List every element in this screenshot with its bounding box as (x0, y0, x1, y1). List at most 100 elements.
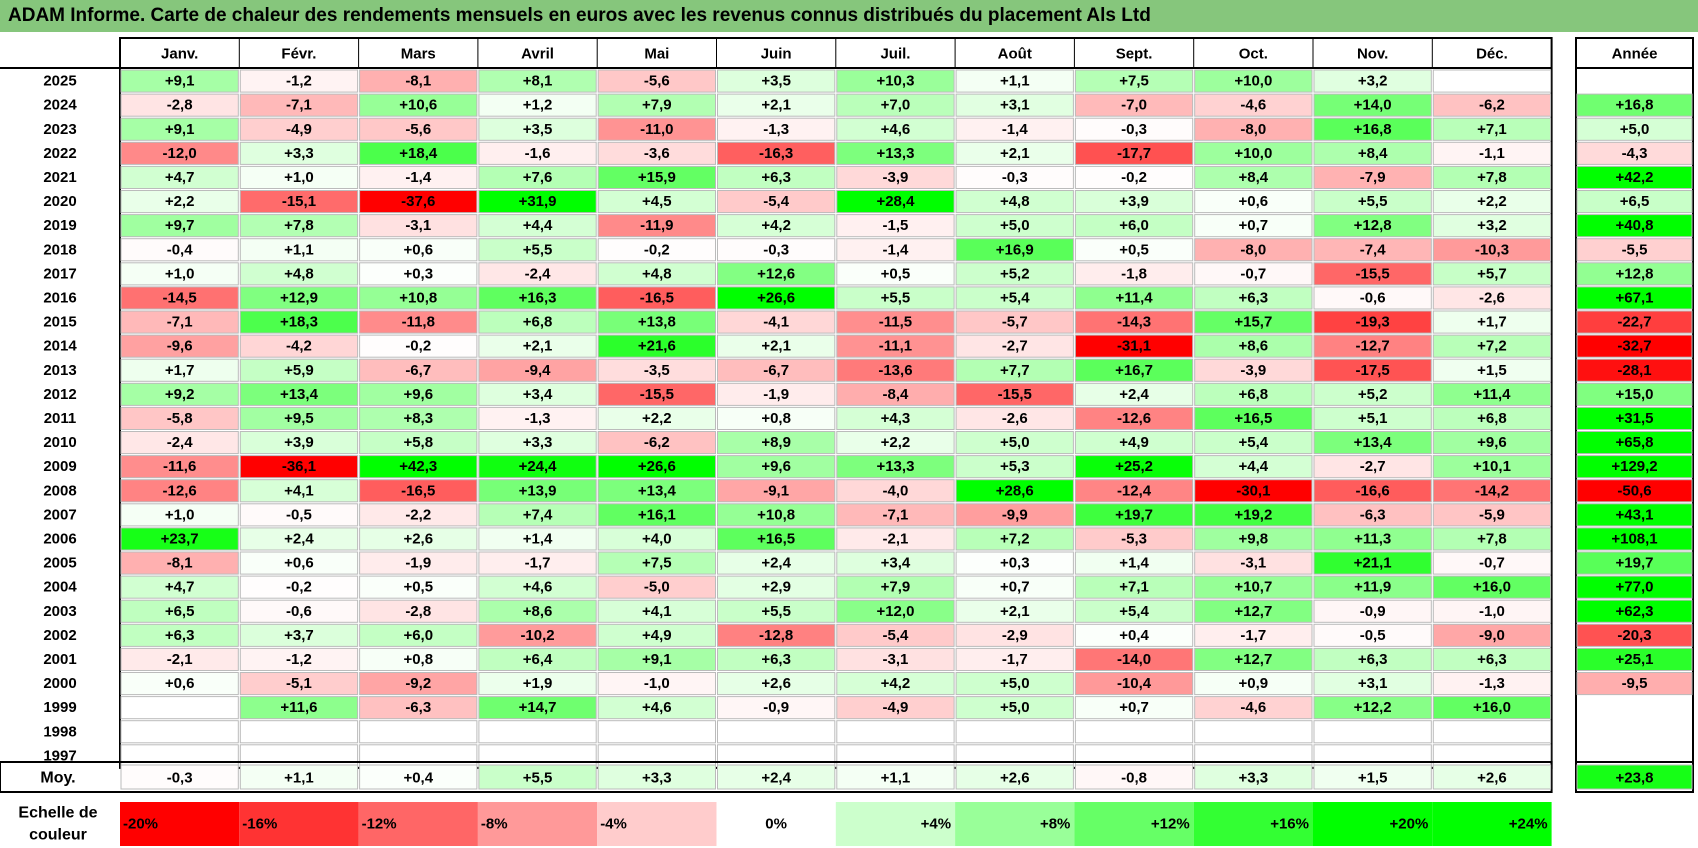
cell-value: +13,3 (876, 458, 914, 475)
cell-value: +4,6 (881, 121, 911, 138)
cell-value: -19,3 (1356, 314, 1390, 331)
color-scale-stop-label: -20% (123, 816, 158, 833)
cell-value: -7,1 (286, 97, 312, 114)
heatmap-cell (359, 551, 478, 575)
cell-value: -9,2 (405, 675, 431, 692)
cell-value: +6,4 (523, 651, 553, 668)
heatmap-cell (717, 165, 836, 189)
heatmap-cell (120, 93, 239, 117)
cell-value: +6,0 (403, 627, 433, 644)
annual-value: -50,6 (1617, 482, 1651, 499)
heatmap-cell (1194, 358, 1313, 382)
heatmap-cell (120, 503, 239, 527)
cell-value: +2,9 (761, 579, 791, 596)
cell-value: +1,7 (165, 362, 195, 379)
annual-cell (1576, 406, 1693, 430)
heatmap-cell (239, 575, 359, 599)
year-label: 2008 (43, 482, 76, 499)
annual-value: +43,1 (1616, 506, 1654, 523)
heatmap-cell (955, 672, 1074, 696)
heatmap-cell (1074, 238, 1194, 262)
heatmap-cell (359, 69, 478, 93)
cell-value: +13,4 (280, 386, 319, 403)
heatmap-cell (717, 672, 836, 696)
average-cell (1313, 764, 1432, 790)
cell-value: -12,4 (1117, 482, 1152, 499)
cell-value: +5,8 (403, 434, 433, 451)
heatmap-cell (120, 382, 239, 406)
heatmap-cell (1194, 334, 1313, 358)
cell-value: -12,8 (759, 627, 793, 644)
cell-value: +16,1 (638, 506, 676, 523)
heatmap-cell (1432, 744, 1552, 768)
annual-cell (1576, 455, 1693, 479)
cell-value: +4,9 (1119, 434, 1149, 451)
annual-cell (1576, 93, 1693, 117)
heatmap-cell (1432, 527, 1552, 551)
chart-title: ADAM Informe. Carte de chaleur des rende… (0, 0, 1698, 32)
cell-value: -3,1 (405, 217, 431, 234)
heatmap-cell (478, 69, 597, 93)
heatmap-cell (1074, 720, 1194, 744)
heatmap-cell (955, 262, 1074, 286)
heatmap-cell (597, 117, 717, 141)
cell-value: +13,4 (638, 482, 677, 499)
cell-value: -7,9 (1360, 169, 1386, 186)
cell-value: -16,5 (640, 289, 674, 306)
cell-value: +6,3 (761, 169, 791, 186)
cell-value: -0,5 (1360, 627, 1386, 644)
heatmap-cell (1432, 551, 1552, 575)
cell-value: -0,7 (1479, 555, 1505, 572)
average-frame (0, 761, 1553, 793)
heatmap-cell (597, 696, 717, 720)
year-label: 2022 (43, 145, 76, 162)
heatmap-cell (1074, 358, 1194, 382)
heatmap-cell (359, 744, 478, 768)
cell-value: +9,5 (284, 410, 314, 427)
color-scale-swatch (955, 802, 1075, 846)
annual-cell (1576, 165, 1693, 189)
average-cell (1194, 764, 1313, 790)
heatmap-cell (597, 744, 717, 768)
heatmap-cell (359, 720, 478, 744)
heatmap-cell (1432, 696, 1552, 720)
heatmap-cell (836, 431, 955, 455)
heatmap-cell (717, 623, 836, 647)
cell-value: +12,7 (1234, 651, 1272, 668)
heatmap-cell (359, 310, 478, 334)
cell-value: +15,9 (638, 169, 676, 186)
cell-value: +1,9 (523, 675, 553, 692)
heatmap-cell (120, 527, 239, 551)
heatmap-cell (1074, 406, 1194, 430)
heatmap-cell (1432, 406, 1552, 430)
heatmap-cell (359, 334, 478, 358)
cell-value: +2,2 (165, 193, 195, 210)
cell-value: +5,0 (1000, 699, 1030, 716)
heatmap-cell (1074, 141, 1194, 165)
annual-cell (1576, 672, 1693, 696)
heatmap-cell (717, 214, 836, 238)
cell-value: +13,9 (519, 482, 557, 499)
heatmap-cell (597, 382, 717, 406)
heatmap-cell (478, 358, 597, 382)
annual-value: +6,5 (1620, 193, 1650, 210)
annual-cell (1576, 358, 1693, 382)
annual-value: -5,5 (1622, 241, 1648, 258)
heatmap-cell (836, 527, 955, 551)
cell-value: +1,4 (523, 530, 553, 547)
heatmap-cell (717, 647, 836, 672)
heatmap-cell (1074, 431, 1194, 455)
cell-value: -6,7 (763, 362, 789, 379)
cell-value: -4,1 (763, 314, 789, 331)
cell-value: -5,7 (1002, 314, 1028, 331)
heatmap-cell (239, 165, 359, 189)
heatmap-cell (717, 310, 836, 334)
year-label: 2004 (43, 579, 77, 596)
heatmap-cell (239, 117, 359, 141)
heatmap-cell (1313, 358, 1432, 382)
heatmap-cell (359, 672, 478, 696)
cell-value: +9,1 (165, 73, 195, 90)
heatmap-cell (239, 334, 359, 358)
heatmap-cell (836, 382, 955, 406)
cell-value: -0,9 (1360, 603, 1386, 620)
